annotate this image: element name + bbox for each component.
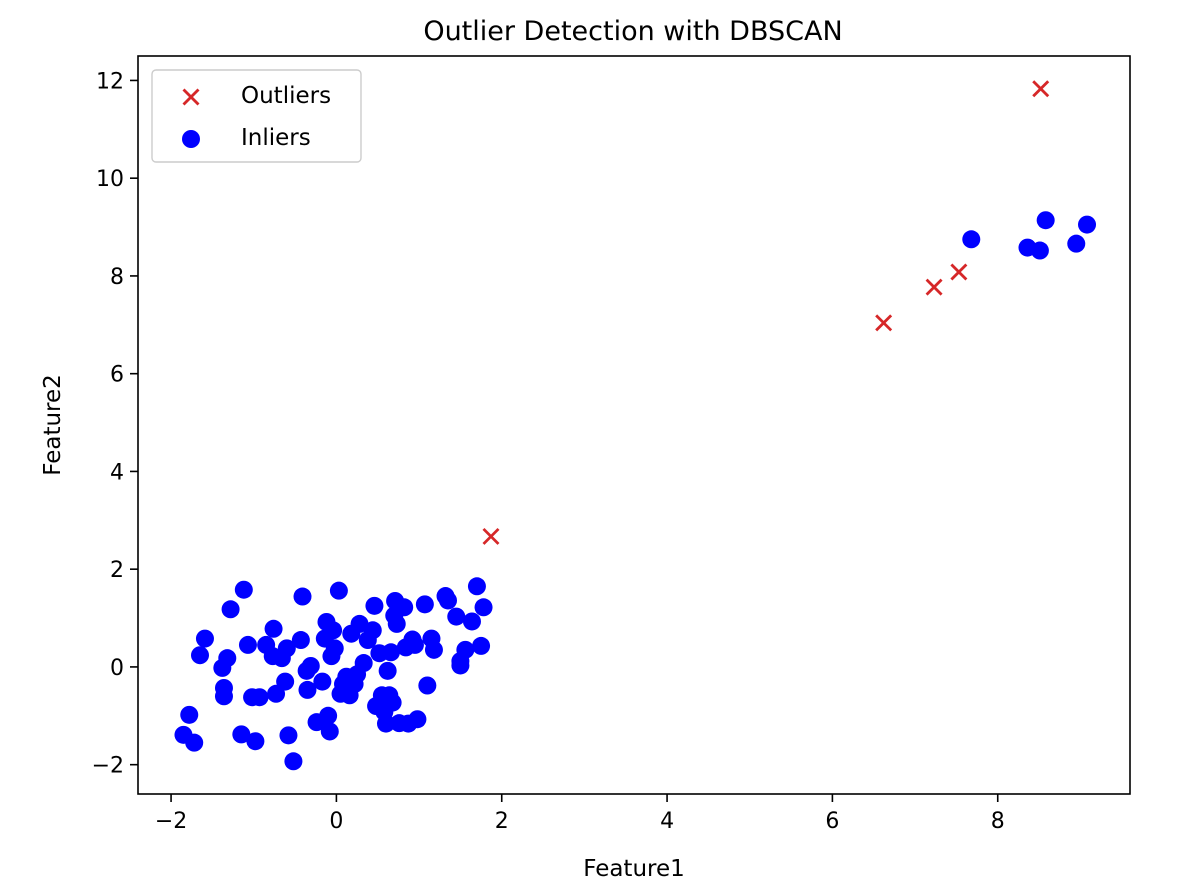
inlier-point	[329, 581, 348, 600]
inlier-point	[474, 598, 493, 617]
x-tick-label: 4	[660, 809, 674, 834]
x-tick-label: 8	[991, 809, 1005, 834]
inlier-point	[293, 587, 312, 606]
inlier-point	[381, 643, 400, 662]
x-tick-label: −2	[155, 809, 187, 834]
inlier-point	[383, 693, 402, 712]
y-tick-label: 10	[96, 167, 124, 192]
y-axis: −2 0 2 4 6 8 10 12	[92, 69, 138, 779]
inlier-point	[408, 710, 427, 729]
legend-box	[151, 69, 362, 163]
inlier-point	[387, 614, 406, 633]
legend: Outliers Inliers	[151, 69, 362, 163]
legend-outlier-marker	[182, 88, 200, 106]
outlier-point	[482, 527, 500, 545]
x-tick-label: 2	[495, 809, 509, 834]
outlier-point	[1032, 80, 1050, 98]
inlier-point	[180, 705, 199, 724]
inlier-point	[439, 591, 457, 610]
legend-outlier-marker-stroke	[182, 88, 200, 106]
inlier-point	[250, 688, 269, 707]
inlier-point	[424, 640, 443, 659]
inlier-point	[301, 656, 320, 675]
inlier-point	[279, 726, 298, 745]
inlier-point	[467, 577, 486, 596]
outlier-point-stroke	[482, 527, 500, 545]
inlier-point	[195, 629, 214, 648]
outlier-point-stroke	[925, 278, 943, 296]
inlier-point	[319, 706, 338, 725]
inlier-point	[276, 672, 295, 691]
inlier-point	[354, 654, 373, 673]
inlier-point	[418, 676, 437, 695]
x-axis: −2 0 2 4 6 8	[155, 794, 1005, 834]
legend-inlier-marker	[182, 130, 200, 148]
outlier-point	[875, 314, 893, 332]
inlier-point	[456, 640, 475, 659]
y-tick-label: 6	[110, 363, 124, 388]
inlier-point	[291, 631, 310, 650]
plot-frame	[137, 55, 1131, 795]
inlier-point	[325, 639, 344, 658]
inlier-point	[234, 580, 253, 599]
inlier-point	[1030, 241, 1049, 260]
inlier-point	[191, 646, 209, 665]
inlier-point	[378, 661, 397, 680]
inlier-point	[1036, 211, 1055, 230]
inlier-point	[277, 639, 296, 658]
inlier-point	[447, 607, 466, 626]
inlier-point	[395, 598, 414, 617]
inlier-point	[238, 635, 257, 654]
inlier-point	[298, 680, 317, 699]
legend-label-inliers: Inliers	[241, 125, 311, 151]
inlier-point	[221, 600, 240, 619]
inlier-point	[324, 621, 343, 640]
inlier-point	[313, 672, 332, 691]
legend-label-outliers: Outliers	[241, 83, 331, 109]
y-axis-title: Feature2	[40, 374, 66, 476]
y-tick-label: 8	[110, 265, 124, 290]
y-tick-label: −2	[92, 754, 124, 779]
outlier-point	[950, 263, 968, 281]
inlier-point	[264, 619, 283, 638]
inlier-point	[218, 649, 237, 668]
y-tick-label: 12	[96, 69, 124, 94]
inlier-point	[320, 722, 339, 741]
plot-area	[174, 80, 1097, 771]
inlier-point	[232, 725, 251, 744]
outlier-point-stroke	[950, 263, 968, 281]
y-tick-label: 0	[110, 656, 124, 681]
inlier-point	[377, 714, 395, 733]
x-tick-label: 6	[825, 809, 839, 834]
inlier-point	[185, 733, 204, 752]
y-tick-label: 4	[110, 460, 124, 485]
inlier-point	[472, 636, 491, 655]
inlier-point	[415, 595, 434, 614]
outlier-point	[925, 278, 943, 296]
chart-title: Outlier Detection with DBSCAN	[423, 16, 842, 47]
x-tick-label: 0	[329, 809, 343, 834]
inlier-point	[284, 752, 303, 771]
x-axis-title: Feature1	[583, 856, 685, 882]
inlier-point	[462, 612, 481, 631]
inlier-point	[363, 621, 382, 640]
inlier-point	[962, 230, 981, 249]
inlier-point	[405, 635, 424, 654]
inlier-point	[365, 596, 384, 615]
inlier-point	[246, 732, 265, 751]
inlier-point	[214, 687, 233, 706]
inlier-point	[1067, 234, 1086, 253]
outlier-point-stroke	[1032, 80, 1050, 98]
inlier-point	[1078, 215, 1097, 234]
y-tick-label: 2	[110, 558, 124, 583]
outlier-point-stroke	[875, 314, 893, 332]
